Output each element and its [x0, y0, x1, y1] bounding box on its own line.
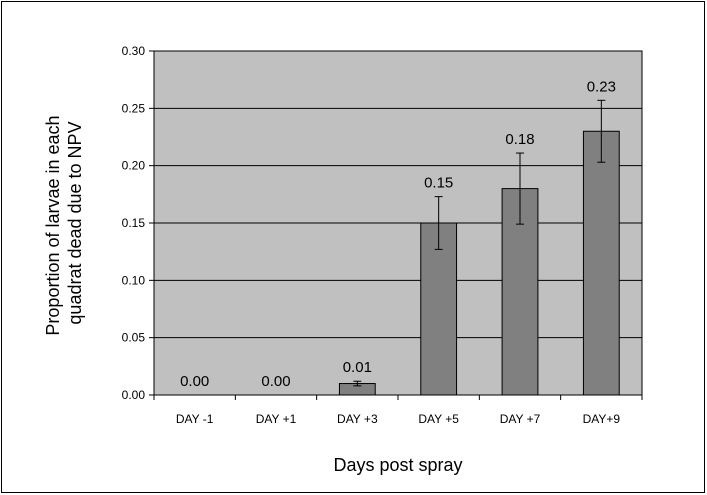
error-bars — [353, 99, 606, 387]
value-label: 0.18 — [505, 131, 534, 148]
y-tick-label: 0.00 — [122, 388, 146, 402]
value-labels: 0.00 0.00 0.01 0.15 0.18 0.23 — [180, 78, 616, 390]
y-axis-title-line-1: Proportion of larvae in each — [43, 115, 63, 335]
value-label: 0.01 — [343, 359, 372, 376]
gridlines — [154, 50, 642, 339]
value-label: 0.00 — [180, 373, 209, 390]
x-axis: DAY -1 DAY +1 DAY +3 DAY +5 DAY +7 DAY+9 — [153, 395, 643, 426]
y-tick-label: 0.20 — [122, 159, 146, 173]
y-axis: 0.00 0.05 0.10 0.15 0.20 0.25 0.30 — [122, 44, 154, 402]
x-tick-label: DAY +7 — [500, 412, 541, 426]
value-label: 0.00 — [261, 373, 290, 390]
y-axis-title-line-2: quadrat dead due to NPV — [65, 121, 85, 324]
value-label: 0.23 — [587, 78, 616, 95]
value-label: 0.15 — [424, 175, 453, 192]
y-axis-title: Proportion of larvae in each quadrat dea… — [43, 110, 85, 335]
bar — [582, 130, 620, 396]
y-tick-label: 0.30 — [122, 44, 146, 58]
x-tick-label: DAY +1 — [256, 412, 297, 426]
x-tick-label: DAY+9 — [583, 412, 621, 426]
x-axis-title: Days post spray — [333, 455, 462, 475]
y-tick-label: 0.25 — [122, 101, 146, 115]
x-tick-label: DAY -1 — [176, 412, 214, 426]
y-tick-label: 0.15 — [122, 216, 146, 230]
y-tick-label: 0.10 — [122, 273, 146, 287]
x-tick-label: DAY +5 — [418, 412, 459, 426]
y-tick-label: 0.05 — [122, 331, 146, 345]
x-tick-label: DAY +3 — [337, 412, 378, 426]
